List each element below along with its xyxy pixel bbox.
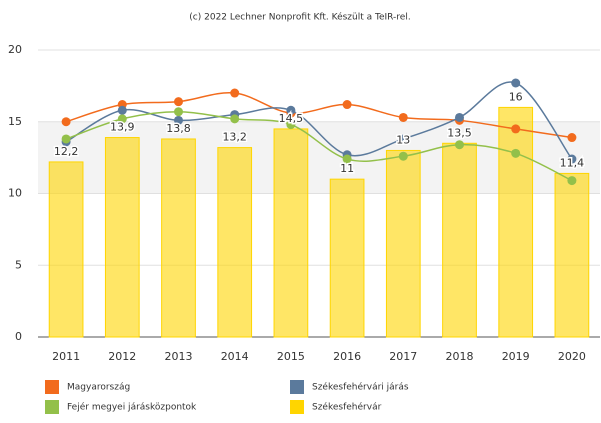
legend-label: Magyarország	[67, 383, 130, 393]
y-tick-label: 15	[8, 115, 22, 128]
x-tick-label: 2020	[558, 350, 586, 363]
data-label: 13,8	[166, 122, 191, 135]
bar	[554, 172, 590, 338]
marker	[174, 115, 183, 125]
marker	[230, 114, 240, 124]
bar	[48, 161, 84, 338]
data-label: 12,2	[54, 145, 79, 158]
bar	[104, 137, 140, 338]
legend-swatch	[45, 400, 59, 414]
data-label: 13,5	[447, 126, 472, 139]
x-tick-label: 2011	[52, 350, 80, 363]
marker	[117, 114, 127, 124]
marker	[342, 154, 352, 164]
x-tick-label: 2015	[277, 350, 305, 363]
marker	[398, 112, 408, 122]
bar	[385, 149, 421, 338]
data-label: 13,9	[110, 121, 135, 134]
marker	[455, 112, 464, 122]
legend-label: Székesfehérvár	[312, 402, 382, 413]
marker	[286, 105, 296, 115]
marker	[455, 140, 464, 150]
legend-label: Székesfehérvári járás	[312, 382, 409, 393]
y-tick-label: 10	[8, 187, 22, 200]
legend-swatch	[290, 400, 304, 414]
legend-swatch	[45, 380, 59, 394]
marker	[511, 78, 521, 88]
bar	[217, 147, 253, 338]
data-label: 11,4	[560, 156, 585, 169]
x-tick-label: 2012	[108, 350, 136, 363]
series-line	[65, 92, 573, 139]
x-tick-label: 2013	[165, 350, 193, 363]
marker	[342, 100, 352, 110]
legend-swatch	[290, 380, 304, 394]
bar	[498, 106, 534, 338]
data-label: 13	[396, 133, 410, 146]
data-label: 16	[509, 90, 523, 103]
marker	[230, 88, 240, 98]
y-tick-label: 5	[15, 258, 22, 271]
x-tick-label: 2018	[446, 350, 474, 363]
x-tick-label: 2019	[502, 350, 530, 363]
data-label: 13,2	[222, 131, 247, 144]
y-tick-label: 20	[8, 43, 22, 56]
marker	[511, 124, 521, 134]
marker	[61, 117, 71, 127]
x-tick-label: 2014	[221, 350, 249, 363]
marker	[398, 151, 408, 161]
marker	[174, 97, 183, 107]
chart-title: (c) 2022 Lechner Nonprofit Kft. Készült …	[189, 12, 410, 23]
marker	[286, 120, 296, 130]
marker	[398, 134, 408, 144]
y-tick-label: 0	[15, 330, 22, 343]
bar	[329, 178, 365, 338]
data-label: 11	[340, 162, 354, 175]
marker	[567, 176, 577, 186]
x-tick-label: 2016	[333, 350, 361, 363]
bar	[161, 138, 196, 338]
marker	[174, 107, 183, 117]
marker	[567, 154, 577, 164]
x-tick-label: 2017	[389, 350, 417, 363]
marker	[511, 148, 521, 158]
data-label: 14,5	[279, 112, 304, 125]
marker	[567, 133, 577, 143]
legend-label: Fejér megyei járásközpontok	[67, 402, 197, 413]
bar	[273, 128, 309, 338]
series-line	[65, 110, 573, 182]
bar	[442, 142, 477, 338]
marker	[117, 105, 127, 115]
marker	[61, 134, 71, 144]
